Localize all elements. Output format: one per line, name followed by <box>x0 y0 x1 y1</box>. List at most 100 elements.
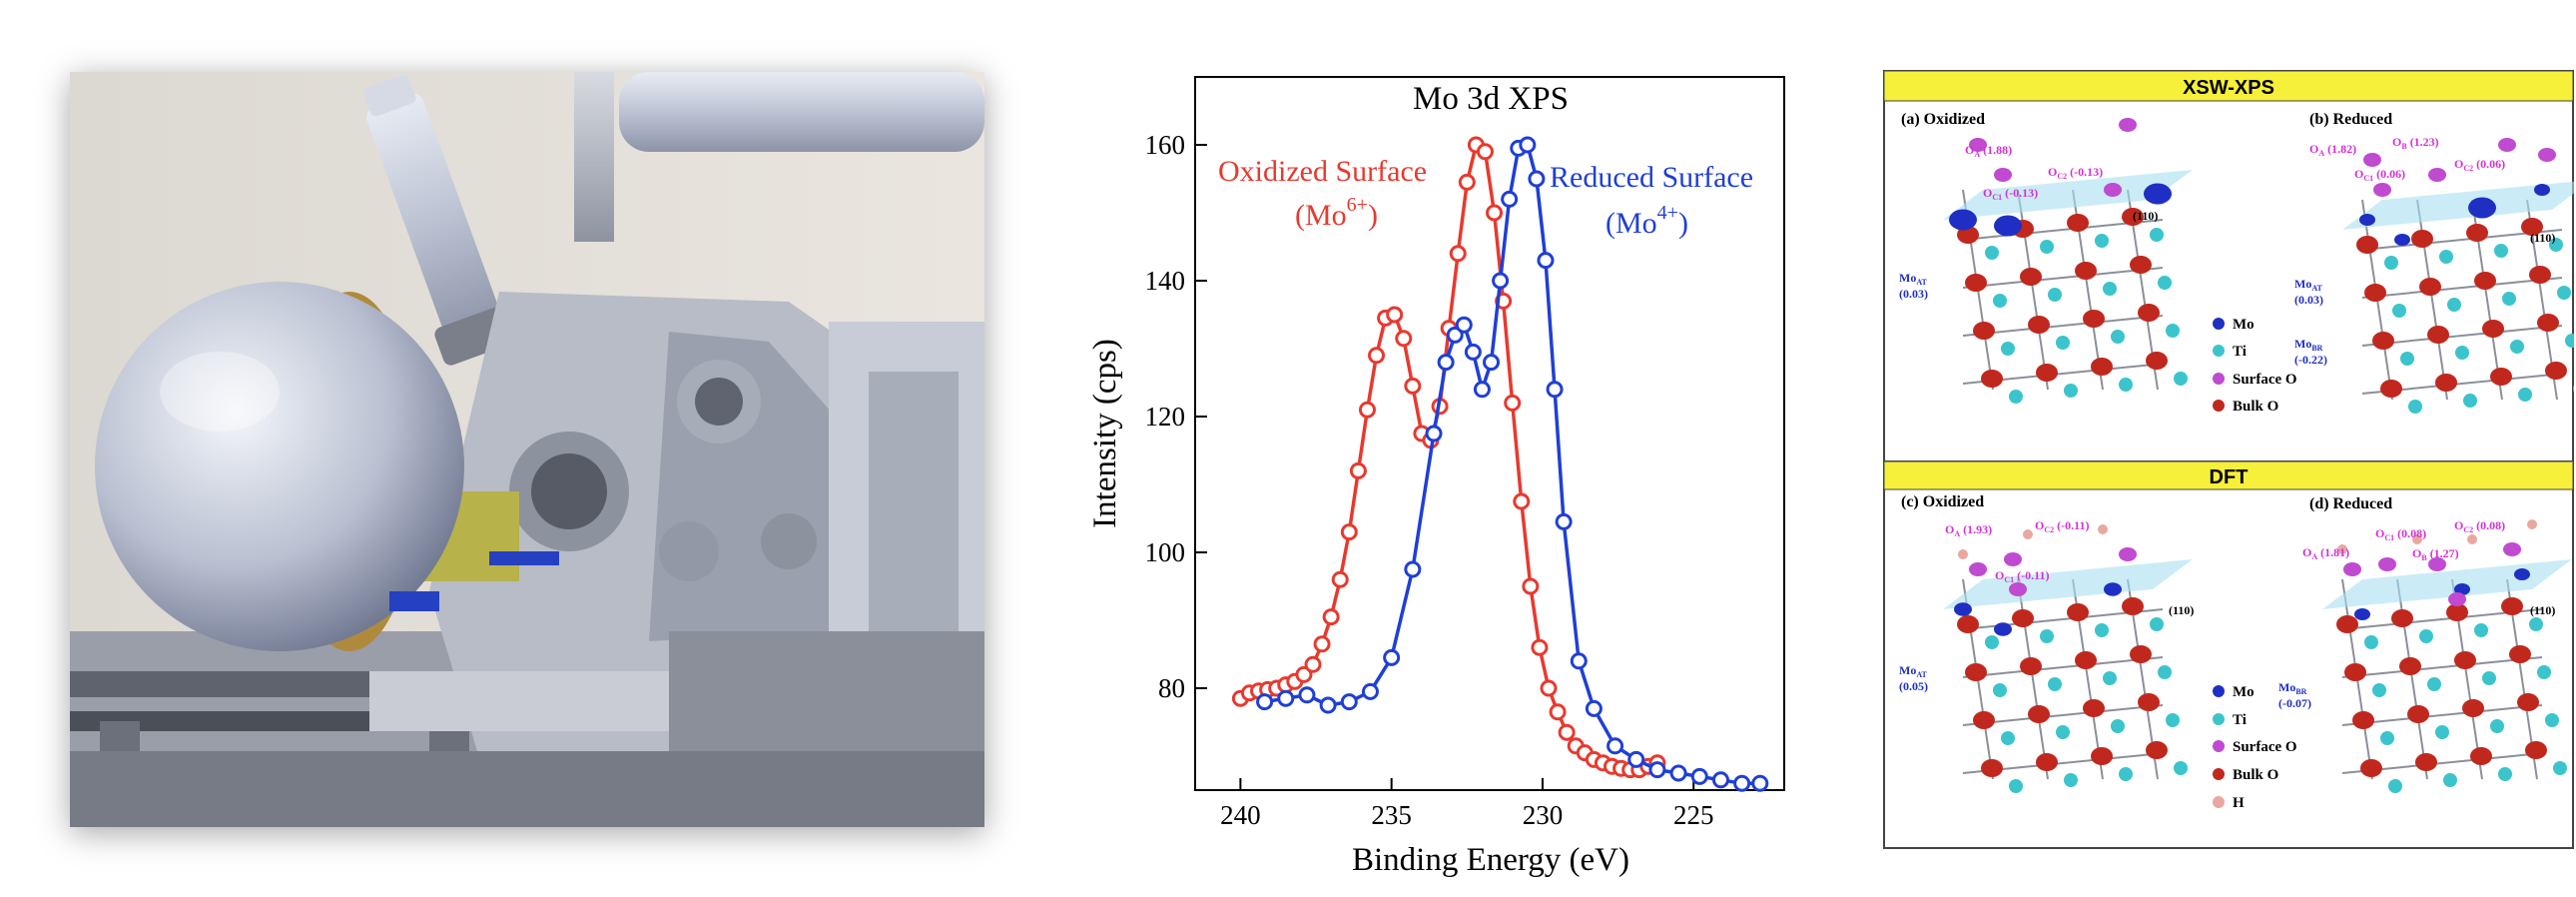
d-plane: (110) <box>2530 603 2555 617</box>
surface-o-atom <box>2373 183 2391 197</box>
ti-atom <box>2111 330 2125 344</box>
ti-atom <box>2119 378 2133 392</box>
legend-bulk-o: Bulk O <box>2233 399 2278 415</box>
bond <box>2341 656 2543 678</box>
ti-atom <box>2380 731 2394 745</box>
bulk-o-atom <box>2036 364 2058 382</box>
bulk-o-atom <box>1973 711 1995 729</box>
bulk-o-atom <box>2091 358 2113 376</box>
bulk-o-atom <box>2138 693 2160 711</box>
legend-top: Mo Ti Surface O Bulk O <box>2213 317 2297 415</box>
bulk-o-atom <box>2419 278 2441 296</box>
ti-atom <box>2439 250 2453 264</box>
bulk-o-atom <box>1957 226 1979 244</box>
legend2-mo: Mo <box>2233 684 2254 700</box>
annotations-a: OA (1.88) OC1 (-0.13) OC2 (-0.13) MoAT (… <box>1899 143 2158 301</box>
surface-plane <box>2342 181 2574 230</box>
reduced-point <box>1446 326 1464 344</box>
reduced-point <box>1607 737 1624 755</box>
oxidized-point <box>1540 679 1558 697</box>
surface-o-atom <box>2538 148 2556 162</box>
bulk-o-atom <box>2020 657 2042 675</box>
reduced-point <box>1298 686 1316 704</box>
x-tick-label: 225 <box>1673 800 1714 830</box>
bulk-o-atom <box>2067 603 2089 621</box>
bulk-o-atom <box>2407 705 2429 723</box>
oxidized-label: Oxidized Surface <box>1218 155 1427 188</box>
ti-atom <box>2048 288 2062 302</box>
b-mo2-val: (-0.22) <box>2294 353 2327 367</box>
surface-o-atom <box>2503 542 2521 556</box>
bulk-o-atom <box>2091 747 2113 765</box>
bulk-o-atom <box>2537 314 2559 332</box>
surface-o-atom <box>1994 168 2012 182</box>
c-oc1: OC1 (-0.11) <box>1995 568 2049 584</box>
ti-atom <box>2166 324 2180 338</box>
d-mo-val: (-0.07) <box>2278 696 2311 710</box>
ti-atom <box>2549 238 2563 252</box>
structure-c <box>1943 524 2193 793</box>
bulk-o-atom <box>2501 597 2523 615</box>
ti-atom <box>2388 779 2402 793</box>
ti-atom <box>2150 228 2164 242</box>
structure-panel: XSW-XPS DFT (a) Oxidized (b) Reduced (c)… <box>1883 70 2574 849</box>
bulk-o-atom <box>2075 262 2097 280</box>
reduced-point <box>1483 354 1501 372</box>
oxidized-point <box>1504 394 1522 412</box>
surface-o-atom <box>2428 557 2446 571</box>
bulk-o-atom <box>1957 615 1979 633</box>
surface-o-atom <box>2428 168 2446 182</box>
a-mo: MoAT <box>1899 271 1928 287</box>
bulk-o-atom <box>2122 597 2144 615</box>
surface-o-atom <box>2448 592 2466 606</box>
bulk-o-atom <box>2336 615 2358 633</box>
oxidized-ion-label: (Mo6+) <box>1295 194 1378 232</box>
ti-atom <box>2443 773 2457 787</box>
bulk-o-atom <box>2344 663 2366 681</box>
bulk-o-atom <box>2083 699 2105 717</box>
a-mo-val: (0.03) <box>1899 287 1928 301</box>
bulk-o-atom <box>2470 747 2492 765</box>
reduced-point <box>1627 750 1645 768</box>
ti-atom <box>2565 334 2574 348</box>
xps-chart: Mo 3d XPS 240 235 230 225 80 100 120 140 160 Bi… <box>1087 76 1785 878</box>
bulk-o-atom <box>2146 741 2168 759</box>
legend-surface-o-dot <box>2213 373 2225 385</box>
legend2-ti-dot <box>2213 713 2225 725</box>
surface-o-atom <box>1969 562 1987 576</box>
legend-ti: Ti <box>2233 344 2247 360</box>
c-mo-val: (0.05) <box>1899 679 1928 693</box>
x-tick-label: 230 <box>1523 800 1564 830</box>
ti-atom <box>2490 719 2504 733</box>
legend2-h-dot <box>2213 796 2225 808</box>
y-tick-label: 100 <box>1145 537 1186 567</box>
legend2-surface-o-dot <box>2213 740 2225 752</box>
bulk-o-atom <box>2364 284 2386 302</box>
oxidized-point <box>1395 330 1413 348</box>
ti-atom <box>2529 617 2543 631</box>
ti-atom <box>2095 623 2109 637</box>
c-oc2: OC2 (-0.11) <box>2035 518 2089 534</box>
ti-atom <box>2174 372 2188 386</box>
bulk-o-atom <box>2466 224 2488 242</box>
bulk-o-atom <box>2380 380 2402 398</box>
reduced-point <box>1455 316 1473 334</box>
legend2-h: H <box>2233 795 2245 811</box>
ti-atom <box>2419 629 2433 643</box>
oxidized-point <box>1486 204 1504 222</box>
mo-atom <box>1994 215 2022 237</box>
oxidized-point <box>1358 401 1376 419</box>
ti-atom <box>2166 713 2180 727</box>
bulk-o-atom <box>2415 753 2437 771</box>
d-oc2: OC2 (0.08) <box>2454 518 2505 534</box>
reduced-point <box>1473 381 1491 399</box>
reduced-charge: 4+ <box>1657 202 1678 224</box>
oxidized-point <box>1558 723 1576 741</box>
oxidized-point <box>1458 173 1476 191</box>
bulk-o-atom <box>2083 310 2105 328</box>
oxidized-point <box>1368 347 1386 365</box>
reduced-point <box>1555 512 1573 530</box>
ti-atom <box>2474 623 2488 637</box>
c-plane: (110) <box>2169 603 2194 617</box>
ti-atom <box>2502 292 2516 306</box>
